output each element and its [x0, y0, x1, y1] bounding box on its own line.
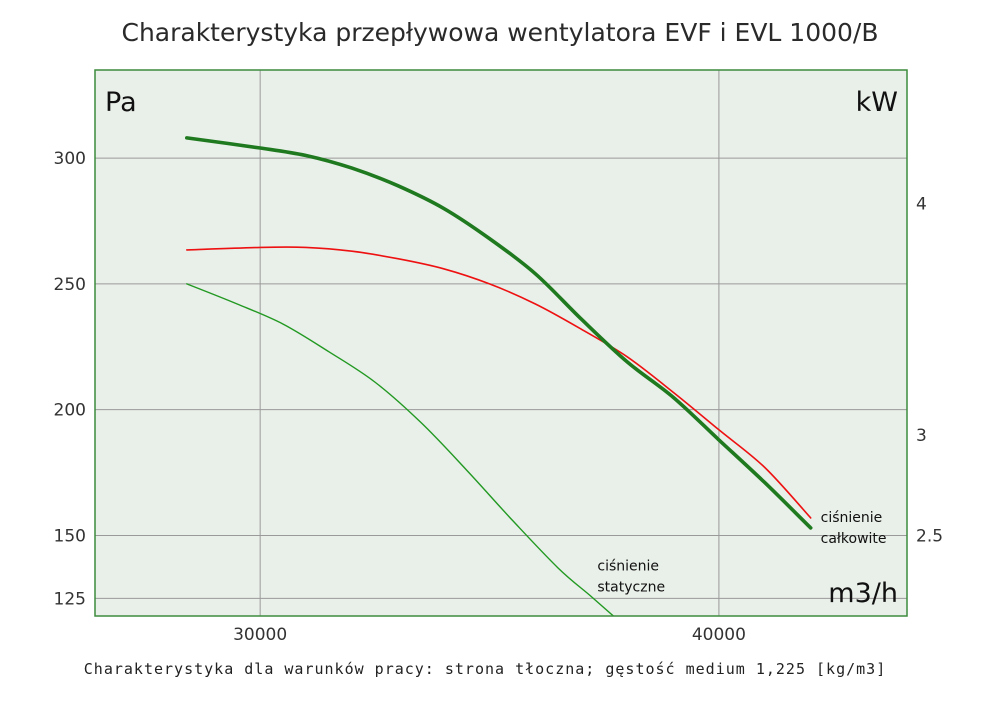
- curve-label-static-pressure: statyczne: [597, 580, 665, 596]
- chart-title: Charakterystyka przepływowa wentylatora …: [121, 18, 879, 47]
- x-tick-label: 40000: [692, 625, 746, 645]
- y-axis-unit: Pa: [105, 87, 137, 118]
- plot-frame: [94, 69, 908, 617]
- curve-label-total-pressure: ciśnienie: [821, 510, 883, 526]
- y-tick-label: 300: [54, 149, 86, 169]
- series-line-moc: [185, 136, 813, 530]
- curve-label-static-pressure: ciśnienie: [597, 559, 659, 575]
- y2-tick-label: 2.5: [916, 526, 943, 546]
- curve-label-total-pressure: całkowite: [821, 531, 887, 547]
- y2-tick-label: 3: [916, 426, 927, 446]
- y-tick-label: 150: [54, 526, 86, 546]
- series-line-cisnienie-statyczne: [186, 283, 615, 616]
- grid-lines: [95, 70, 907, 616]
- y-tick-label: 200: [54, 401, 86, 421]
- x-axis-unit: m3/h: [828, 578, 898, 609]
- tick-labels: 125 150 200 250 300 30000 40000 2.5 3 4: [54, 149, 944, 645]
- series-line-cisnienie-calkowite: [186, 246, 812, 519]
- y-tick-label: 250: [54, 275, 86, 295]
- y2-tick-label: 4: [916, 194, 927, 214]
- y-tick-label: 125: [54, 589, 86, 609]
- footnote: Charakterystyka dla warunków pracy: stro…: [83, 660, 887, 678]
- series-group: [185, 136, 813, 616]
- x-tick-label: 30000: [233, 625, 287, 645]
- curve-labels: ciśnienie całkowite ciśnienie statyczne: [597, 510, 886, 596]
- plot-area: [95, 70, 907, 616]
- axis-unit-labels: Pa kW m3/h: [105, 87, 898, 609]
- y2-axis-unit: kW: [856, 87, 898, 118]
